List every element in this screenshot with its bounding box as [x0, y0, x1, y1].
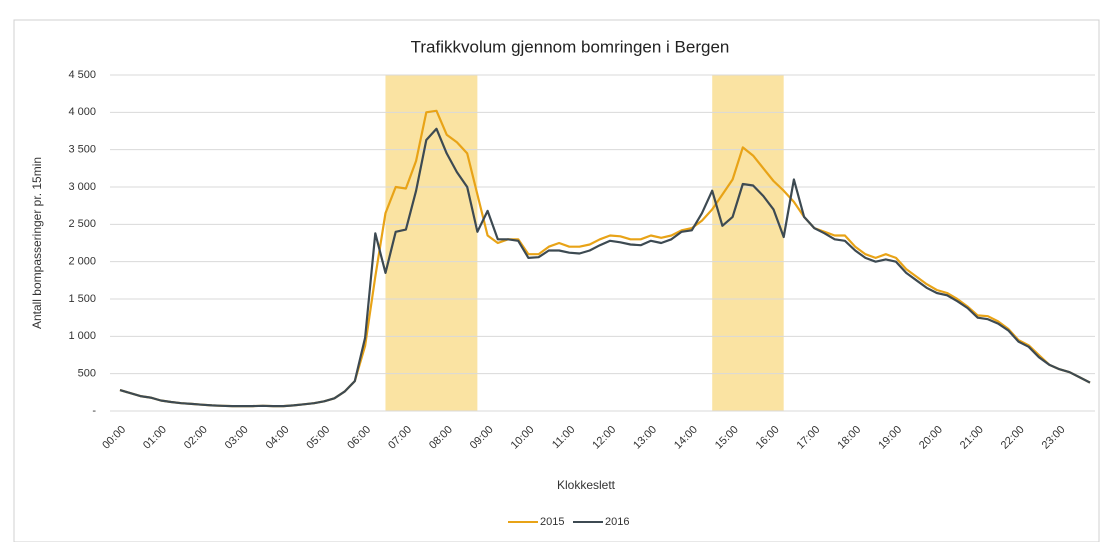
x-tick-label: 22:00 — [999, 424, 1027, 452]
y-tick-label: 500 — [78, 368, 96, 380]
y-tick-label: 3 500 — [68, 144, 96, 156]
y-tick-label: 2 000 — [68, 256, 96, 268]
x-tick-label: 03:00 — [223, 424, 251, 452]
x-tick-label: 18:00 — [835, 424, 863, 452]
x-axis-label: Klokkeslett — [557, 478, 616, 492]
x-tick-label: 05:00 — [304, 424, 332, 452]
x-tick-label: 10:00 — [509, 424, 537, 452]
x-tick-label: 01:00 — [141, 424, 169, 452]
x-tick-label: 07:00 — [386, 424, 414, 452]
x-tick-label: 23:00 — [1040, 424, 1068, 452]
x-tick-label: 17:00 — [795, 424, 823, 452]
series-line — [119, 127, 1091, 408]
y-tick-label: 4 500 — [68, 69, 96, 81]
y-tick-label: 2 500 — [68, 218, 96, 230]
x-tick-label: 15:00 — [713, 424, 741, 452]
x-tick-label: 08:00 — [427, 424, 455, 452]
chart-frame — [13, 19, 1100, 542]
x-tick-label: 21:00 — [958, 424, 986, 452]
y-tick-label: 1 000 — [68, 330, 96, 342]
y-tick-label: 1 500 — [68, 293, 96, 305]
highlight-band — [385, 75, 478, 411]
y-tick-label: - — [92, 405, 96, 417]
x-tick-label: 00:00 — [100, 424, 128, 452]
chart-title: Trafikkvolum gjennom bomringen i Bergen — [411, 37, 730, 56]
legend-label: 2015 — [540, 516, 564, 528]
x-tick-label: 04:00 — [264, 424, 292, 452]
x-tick-label: 11:00 — [550, 424, 577, 451]
x-tick-label: 20:00 — [917, 424, 945, 452]
x-tick-label: 12:00 — [590, 424, 618, 452]
y-tick-label: 3 000 — [68, 181, 96, 193]
series-line — [119, 109, 1091, 408]
x-tick-label: 14:00 — [672, 424, 700, 452]
x-tick-label: 06:00 — [345, 424, 373, 452]
y-axis-label: Antall bompasseringer pr. 15min — [30, 157, 44, 329]
x-tick-label: 19:00 — [876, 424, 904, 452]
x-tick-label: 13:00 — [631, 424, 659, 452]
legend-label: 2016 — [605, 516, 629, 528]
x-tick-label: 09:00 — [468, 424, 496, 452]
y-tick-label: 4 000 — [68, 106, 96, 118]
x-tick-label: 02:00 — [182, 424, 210, 452]
highlight-band — [712, 75, 784, 411]
x-tick-label: 16:00 — [754, 424, 782, 452]
